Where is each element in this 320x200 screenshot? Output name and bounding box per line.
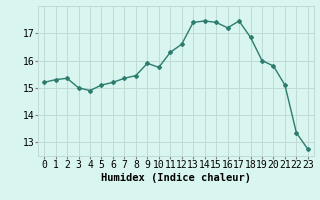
X-axis label: Humidex (Indice chaleur): Humidex (Indice chaleur): [101, 173, 251, 183]
